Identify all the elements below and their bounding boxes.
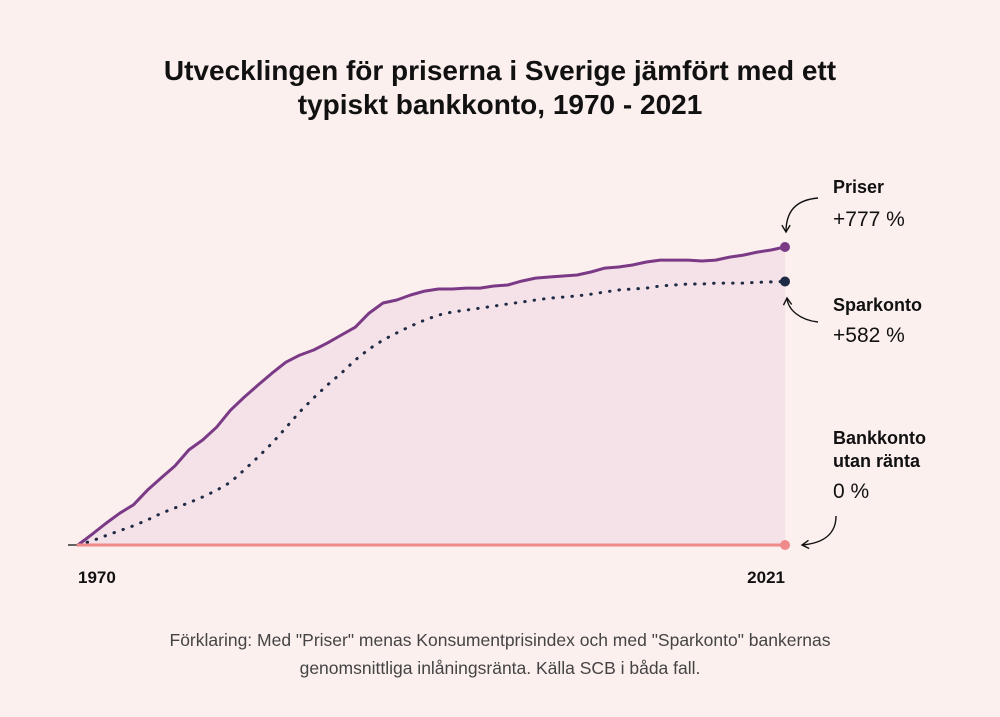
annotation-arrow [801, 515, 837, 546]
data-label: +582 % [833, 324, 905, 347]
legend-label: Bankkonto utan ränta [833, 428, 927, 471]
line [76, 245, 787, 547]
arrow-head [800, 539, 810, 550]
annotation-arrow [786, 297, 819, 323]
x-tick-label: 1970 [78, 568, 116, 587]
end-marker [780, 276, 790, 287]
arrow-head [781, 224, 791, 234]
end-marker [780, 242, 790, 253]
data-label: +777 % [833, 208, 905, 231]
legend-label: Sparkonto [833, 295, 923, 315]
chart-title: Utvecklingen för priserna i Sverige jämf… [163, 55, 837, 120]
line [76, 280, 787, 547]
x-tick-label: 2021 [747, 568, 785, 587]
arrow-head [782, 296, 793, 306]
data-label: 0 % [833, 480, 870, 503]
end-marker [780, 540, 790, 550]
legend-label: Priser [833, 177, 885, 197]
area [78, 247, 785, 545]
annotation-arrow [785, 197, 819, 233]
footnote: Förklaring: Med "Priser" menas Konsument… [169, 630, 831, 678]
